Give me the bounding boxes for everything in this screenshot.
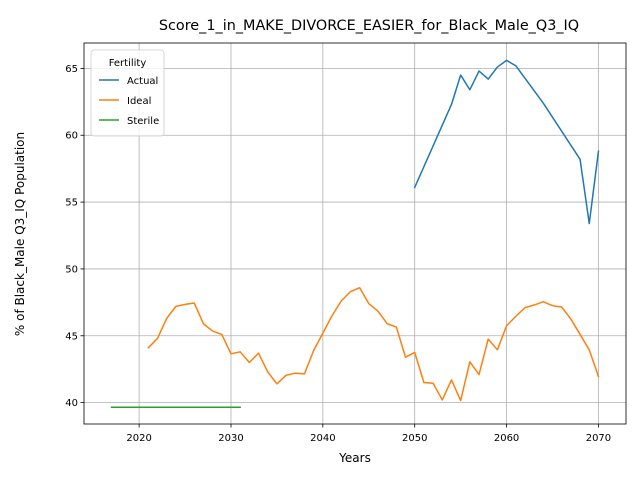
legend-box (90, 49, 165, 137)
series-line-ideal (147, 286, 600, 402)
series-lines (110, 59, 600, 409)
y-tick-label-55: 55 (65, 198, 78, 209)
y-axis-ticks: 40 45 50 55 60 65 (65, 64, 84, 409)
x-tick-label-2070: 2070 (586, 433, 611, 444)
legend-title: Fertility (109, 58, 147, 69)
x-tick-label-2060: 2060 (494, 433, 519, 444)
legend: Fertility Actual Ideal Sterile (90, 49, 165, 137)
y-tick-label-40: 40 (65, 398, 78, 409)
x-tick-label-2030: 2030 (218, 433, 243, 444)
y-tick-label-45: 45 (65, 331, 78, 342)
legend-label-sterile: Sterile (127, 116, 159, 127)
x-tick-label-2020: 2020 (126, 433, 151, 444)
chart-title: Score_1_in_MAKE_DIVORCE_EASIER_for_Black… (159, 18, 579, 34)
legend-label-actual: Actual (127, 76, 158, 87)
x-tick-label-2040: 2040 (310, 433, 335, 444)
y-tick-label-65: 65 (65, 64, 78, 75)
y-tick-label-50: 50 (65, 264, 78, 275)
y-tick-label-60: 60 (65, 131, 78, 142)
grid-lines (84, 43, 626, 424)
legend-label-ideal: Ideal (127, 96, 151, 107)
x-axis-label: Years (338, 451, 371, 465)
x-tick-label-2050: 2050 (402, 433, 427, 444)
y-axis-label: % of Black_Male Q3_IQ Population (13, 132, 27, 336)
plot-area-frame (83, 42, 627, 425)
series-line-actual (413, 59, 600, 225)
x-axis-ticks: 2020 2030 2040 2050 2060 2070 (126, 424, 611, 444)
